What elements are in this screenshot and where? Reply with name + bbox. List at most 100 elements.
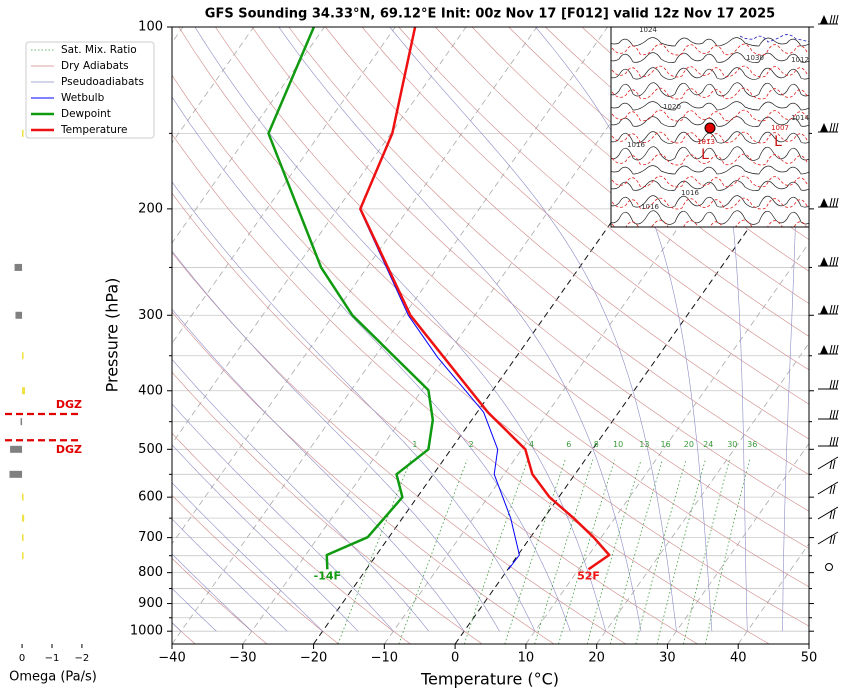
y-axis-label: Pressure (hPa)	[103, 278, 122, 393]
map-label: 1014	[791, 114, 809, 122]
barb-feather	[829, 484, 833, 495]
map-label: 1016	[627, 141, 645, 149]
barb-feather	[829, 409, 833, 420]
isotherm-grid-line	[808, 643, 809, 644]
y-tick-label: 700	[138, 530, 163, 545]
x-tick-label: 0	[451, 651, 459, 666]
map-contour	[611, 116, 809, 127]
map-contour	[611, 131, 809, 144]
mixing-ratio-line	[337, 459, 412, 644]
mixing-ratio-line	[398, 459, 468, 644]
y-tick-label: 1000	[130, 624, 163, 639]
y-tick-label: 900	[138, 596, 163, 611]
mixing-ratio-label: 30	[727, 440, 737, 449]
dry-adiabat	[172, 192, 698, 644]
profile-line	[359, 208, 520, 570]
x-tick-label: 50	[801, 651, 818, 666]
map-contour	[611, 180, 809, 191]
omega-bar	[9, 470, 23, 478]
barb-feather	[829, 509, 833, 520]
dry-adiabat	[251, 27, 809, 512]
mixing-ratio-label: 8	[594, 440, 599, 449]
y-tick-label: 300	[138, 308, 163, 323]
barb-feather	[835, 344, 839, 355]
barb-feather	[829, 436, 833, 447]
dry-adiabat	[361, 27, 809, 405]
map-label: 1016	[681, 189, 699, 197]
barb-feather	[829, 459, 833, 470]
pseudoadiabat	[172, 308, 465, 632]
pseudoadiabat	[278, 27, 642, 632]
barb-staff	[817, 531, 839, 545]
isotherm-grid-line	[242, 27, 679, 644]
barb-feather	[829, 379, 833, 390]
barb-flag	[820, 305, 828, 314]
legend-label: Dry Adiabats	[61, 60, 129, 72]
dry-adiabat	[172, 371, 483, 644]
barb-staff	[817, 506, 839, 520]
map-contour	[611, 43, 809, 56]
barb-feather	[829, 534, 833, 545]
isotherm-grid-line	[384, 41, 809, 644]
dry-adiabat	[172, 133, 770, 644]
omega-bar	[22, 387, 26, 395]
dry-adiabat	[172, 432, 411, 644]
mixing-ratio-label: 13	[639, 440, 649, 449]
plot-frame	[171, 26, 810, 645]
pseudoadiabat	[172, 553, 253, 632]
barb-feather	[835, 14, 839, 25]
dgz-label: DGZ	[56, 398, 82, 411]
map-contour	[611, 109, 809, 122]
map-contour	[611, 37, 809, 47]
map-contour	[611, 65, 809, 78]
isotherm	[172, 27, 538, 545]
plot-area	[172, 27, 809, 644]
surface-label: -14F	[314, 569, 341, 582]
barb-feather	[829, 344, 833, 355]
dry-adiabat	[435, 27, 809, 337]
pseudoadiabat	[172, 358, 430, 632]
barb-flag	[820, 257, 828, 266]
mixing-ratio-label: 20	[684, 440, 694, 449]
x-axis-label: Temperature (°C)	[420, 670, 559, 689]
map-contour	[611, 101, 809, 111]
map-contour	[611, 67, 809, 80]
x-tick-label: 20	[588, 651, 605, 666]
mixing-ratio-line	[534, 459, 594, 644]
map-label: 1024	[639, 26, 657, 34]
dry-adiabat	[172, 311, 555, 644]
map-contour	[611, 52, 809, 63]
barb-flag	[820, 345, 828, 354]
omega-bar	[15, 311, 23, 319]
barb-feather	[832, 304, 836, 315]
barb-staff	[817, 481, 839, 495]
barb-feather	[829, 122, 833, 133]
barb-staff	[817, 456, 839, 470]
y-tick-label: 200	[138, 201, 163, 216]
map-label: 1016	[641, 203, 659, 211]
map-contour	[611, 165, 809, 175]
map-contour	[611, 197, 809, 210]
dry-adiabat	[172, 557, 268, 644]
pseudoadiabat	[172, 250, 500, 632]
barb-feather	[832, 14, 836, 25]
barb-feather	[832, 534, 836, 545]
x-tick-label: 30	[659, 651, 676, 666]
barb-feather	[829, 256, 833, 267]
barb-feather	[829, 14, 833, 25]
x-tick-label: −20	[300, 651, 327, 666]
profile-line	[267, 27, 435, 570]
map-contour	[611, 210, 809, 225]
mixing-ratio-line	[610, 459, 663, 644]
barb-feather	[829, 197, 833, 208]
map-label: L	[701, 147, 709, 163]
barb-feather	[835, 197, 839, 208]
omega-bar	[20, 418, 23, 426]
dry-adiabat	[398, 27, 809, 371]
dry-adiabat	[172, 252, 626, 644]
barb-feather	[832, 484, 836, 495]
isotherm-grid-line	[596, 342, 809, 644]
isotherm-grid-line	[172, 27, 608, 644]
dry-adiabat	[178, 27, 809, 588]
